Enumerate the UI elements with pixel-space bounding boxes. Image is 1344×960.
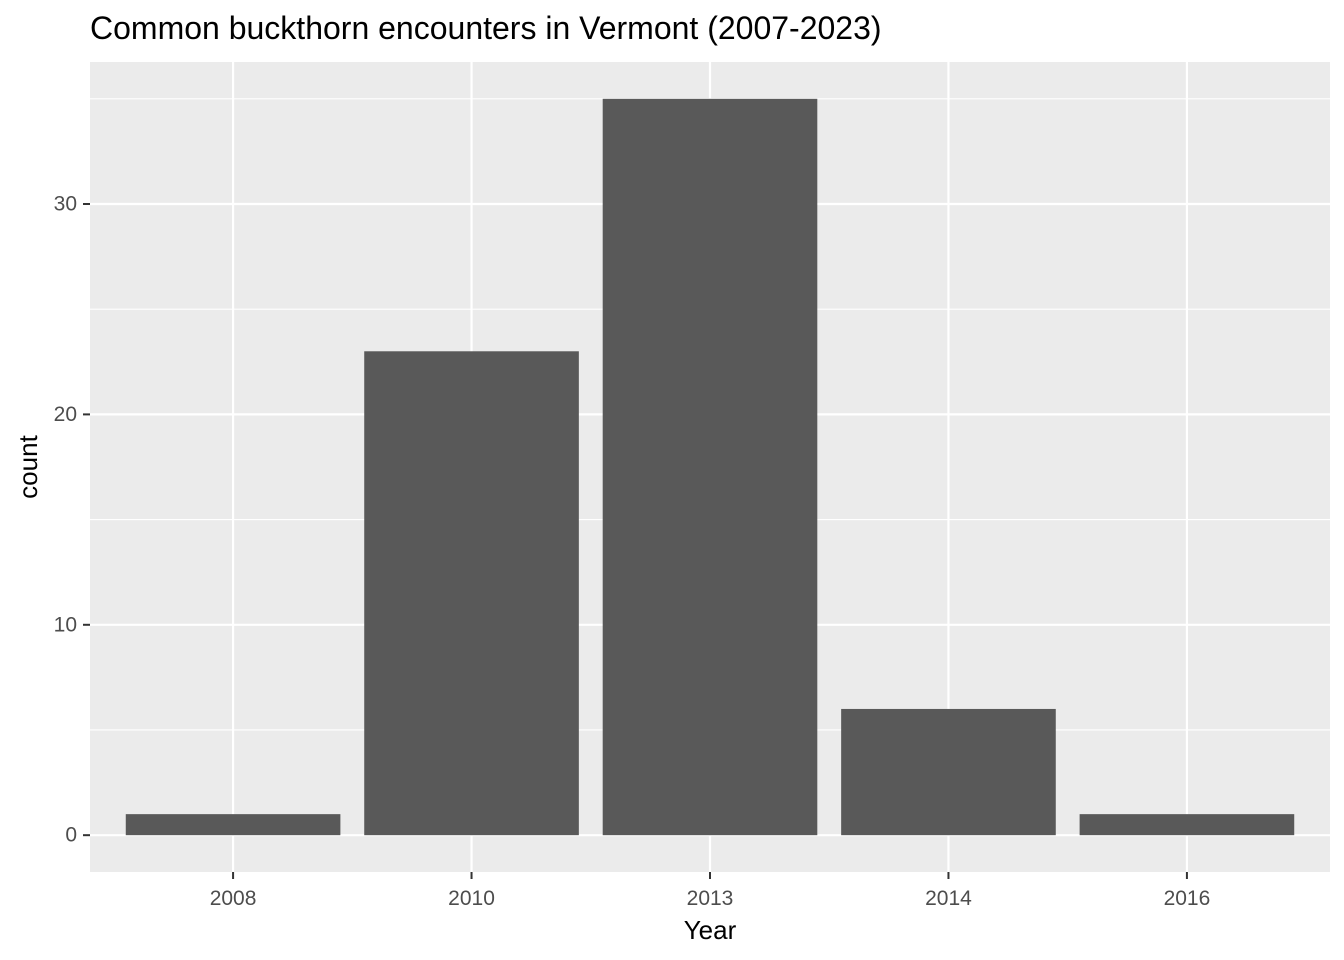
bars-group bbox=[125, 98, 1295, 836]
y-axis-title: count bbox=[13, 434, 43, 498]
x-tick-label: 2010 bbox=[448, 887, 495, 910]
x-tick-label: 2014 bbox=[925, 887, 972, 910]
bar-2010 bbox=[364, 351, 579, 836]
chart-title: Common buckthorn encounters in Vermont (… bbox=[90, 10, 882, 46]
bar-2008 bbox=[125, 814, 341, 836]
x-axis-title: Year bbox=[684, 915, 737, 945]
bar-2014 bbox=[841, 708, 1056, 836]
x-axis: 2008 2010 2013 2014 2016 bbox=[210, 872, 1211, 910]
y-tick-label: 20 bbox=[54, 403, 77, 426]
bar-2016 bbox=[1079, 814, 1295, 836]
y-axis: 0 10 20 30 bbox=[54, 193, 90, 847]
y-tick-label: 30 bbox=[54, 193, 77, 216]
bar-2013 bbox=[602, 98, 818, 836]
y-tick-label: 0 bbox=[65, 824, 77, 847]
x-tick-label: 2016 bbox=[1164, 887, 1211, 910]
x-tick-label: 2008 bbox=[210, 887, 257, 910]
x-tick-label: 2013 bbox=[687, 887, 734, 910]
y-tick-label: 10 bbox=[54, 613, 77, 636]
